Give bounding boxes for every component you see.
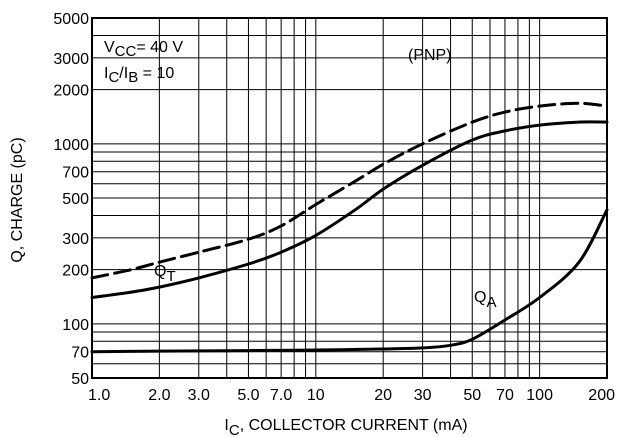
series-line-1: [90, 120, 609, 299]
y-tick-label: 200: [62, 263, 89, 280]
qt-series-label: QT: [154, 263, 176, 285]
x-tick-label: 200: [588, 387, 615, 404]
x-tick-label: 20: [374, 387, 392, 404]
qa-series-label: QA: [474, 289, 496, 311]
x-tick-label: 1.0: [88, 387, 110, 404]
x-tick-label: 5.0: [237, 387, 259, 404]
plot-frame: [91, 17, 608, 379]
x-tick-label: 100: [526, 387, 553, 404]
y-tick-label: 100: [62, 317, 89, 334]
x-tick-label: 7.0: [270, 387, 292, 404]
x-tick-label: 30: [414, 387, 432, 404]
y-tick-labels: 50 70 100 200 300 500 700 1000 2000 3000 5000: [53, 11, 89, 388]
x-tick-label: 10: [307, 387, 325, 404]
condition-annotation: VCC= 40 V IC/IB = 10 (PNP): [104, 39, 452, 86]
x-tick-label: 70: [496, 387, 514, 404]
x-axis-title: IC, COLLECTOR CURRENT (mA): [224, 417, 467, 437]
y-tick-label: 500: [62, 191, 89, 208]
y-tick-label: 50: [71, 371, 89, 388]
x-tick-label: 3.0: [188, 387, 210, 404]
y-tick-label: 2000: [53, 83, 89, 100]
grid-lines: [92, 18, 607, 378]
vcc-annotation: VCC= 40 V: [104, 39, 183, 60]
y-tick-label: 700: [62, 165, 89, 182]
ic-ib-ratio-annotation: IC/IB = 10: [104, 65, 174, 86]
x-tick-labels: 1.0 2.0 3.0 5.0 7.0 10 20 30 50 70 100 200: [88, 387, 615, 404]
x-tick-label: 2.0: [148, 387, 170, 404]
y-tick-label: 300: [62, 231, 89, 248]
pnp-annotation: (PNP): [408, 47, 452, 64]
y-axis-title: Q, CHARGE (pC): [9, 137, 26, 262]
x-tick-label: 50: [463, 387, 481, 404]
y-tick-label: 5000: [53, 11, 89, 28]
y-tick-label: 1000: [53, 137, 89, 154]
series-layer: [90, 101, 609, 354]
y-tick-label: 3000: [53, 51, 89, 68]
series-line-2: [90, 208, 609, 354]
series-line-0: [90, 101, 609, 280]
y-tick-label: 70: [71, 345, 89, 362]
